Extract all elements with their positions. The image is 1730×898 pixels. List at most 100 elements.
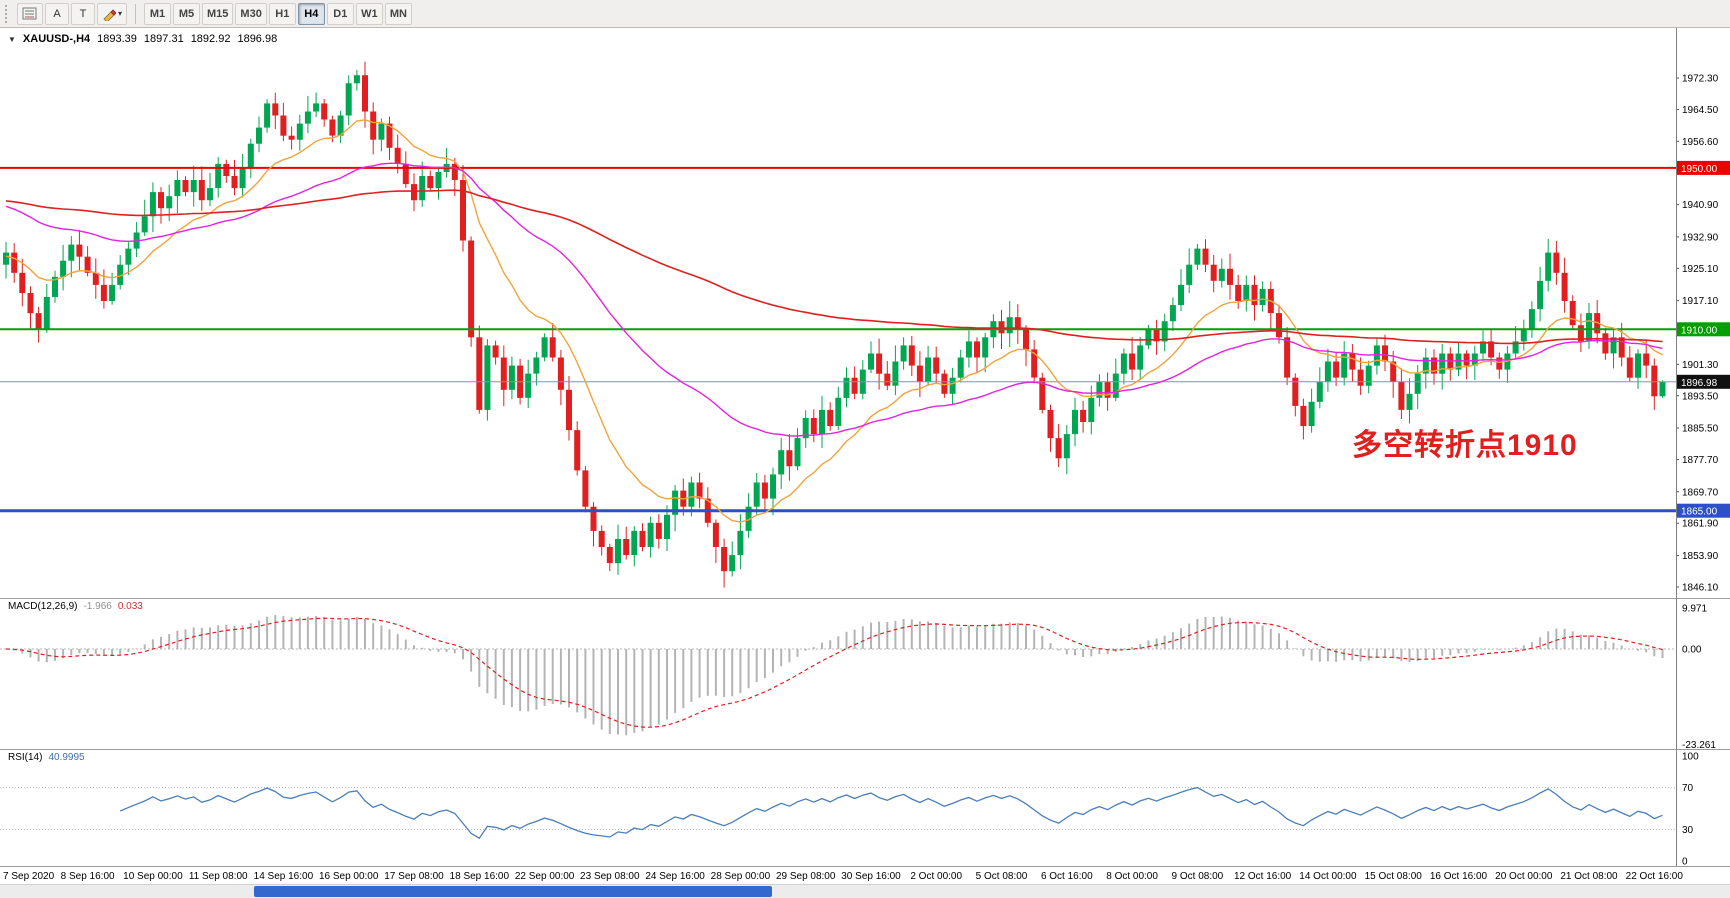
svg-text:9 Oct 08:00: 9 Oct 08:00 [1172,871,1224,882]
svg-text:1885.50: 1885.50 [1682,424,1719,435]
svg-text:8 Sep 16:00: 8 Sep 16:00 [61,871,115,882]
svg-text:30: 30 [1682,825,1694,836]
chart-header: ▼ XAUUSD-,H4 1893.39 1897.31 1892.92 189… [8,33,277,45]
svg-text:0: 0 [1682,857,1688,868]
toolbar-grip[interactable] [5,4,11,23]
svg-text:18 Sep 16:00: 18 Sep 16:00 [450,871,510,882]
svg-text:20 Oct 00:00: 20 Oct 00:00 [1495,871,1553,882]
svg-text:1901.30: 1901.30 [1682,360,1719,371]
toolbar-separator [135,3,137,24]
timeframe-toolbar: M1 M5 M15 M30 H1 H4 D1 W1 MN [144,2,412,25]
macd-signal-line [5,617,1663,728]
svg-text:15 Oct 08:00: 15 Oct 08:00 [1365,871,1423,882]
svg-text:16 Sep 00:00: 16 Sep 00:00 [319,871,379,882]
drawing-tool-button[interactable]: ▾ [97,2,128,25]
svg-text:70: 70 [1682,783,1694,794]
svg-text:5 Oct 08:00: 5 Oct 08:00 [976,871,1028,882]
main-toolbar: A T ▾ M1 M5 M15 M30 H1 H4 D1 W1 MN [0,0,1730,28]
label-tool-button[interactable]: T [71,2,95,25]
svg-text:30 Sep 16:00: 30 Sep 16:00 [841,871,901,882]
text-tool-button[interactable]: A [45,2,69,25]
svg-text:1861.90: 1861.90 [1682,519,1719,530]
candlestick-series [3,61,1666,588]
svg-text:1932.90: 1932.90 [1682,232,1719,243]
svg-text:24 Sep 16:00: 24 Sep 16:00 [645,871,705,882]
macd-panel: 9.971 0.00 -23.261 [0,604,1716,751]
ma-mid-line [5,162,1663,437]
price-tag-1896.98 [1677,374,1730,389]
collapse-triangle-icon[interactable]: ▼ [8,34,16,44]
charts-tool-button[interactable] [17,2,43,25]
svg-text:14 Sep 16:00: 14 Sep 16:00 [254,871,314,882]
pencil-icon [103,8,116,21]
moving-averages [5,119,1663,523]
svg-text:1877.70: 1877.70 [1682,455,1719,466]
ohlc-high: 1897.31 [143,33,184,45]
macd-main-value: -1.966 [83,601,112,612]
svg-text:1896.98: 1896.98 [1681,378,1718,389]
svg-text:22 Oct 16:00: 22 Oct 16:00 [1626,871,1684,882]
horizontal-scrollbar[interactable] [0,884,1730,898]
price-tag-1865.00 [1677,503,1730,518]
timeframe-button-W1[interactable]: W1 [355,2,383,25]
ohlc-close: 1896.98 [237,33,278,45]
timeframe-button-M5[interactable]: M5 [173,2,201,25]
timeframe-button-M30[interactable]: M30 [235,2,267,25]
price-axis[interactable]: 1972.30 1964.50 1956.60 1940.90 1932.90 1925.… [1676,74,1730,594]
ma-fast-line [5,119,1663,523]
rsi-value: 40.9995 [48,752,85,763]
macd-indicator-label: MACD(12,26,9) -1.966 0.033 [8,601,143,612]
timeframe-button-M1[interactable]: M1 [144,2,172,25]
ohlc-low: 1892.92 [190,33,231,45]
label-tool-label: T [79,7,87,20]
svg-text:29 Sep 08:00: 29 Sep 08:00 [776,871,836,882]
rsi-name: RSI(14) [8,752,43,763]
timeframe-button-D1[interactable]: D1 [326,2,354,25]
svg-text:23 Sep 08:00: 23 Sep 08:00 [580,871,640,882]
svg-text:1964.50: 1964.50 [1682,105,1719,116]
rsi-panel: 100 70 30 0 [0,752,1699,868]
price-tag-1910.00 [1677,322,1730,337]
svg-text:6 Oct 16:00: 6 Oct 16:00 [1041,871,1093,882]
svg-text:28 Sep 00:00: 28 Sep 00:00 [711,871,771,882]
svg-text:1940.90: 1940.90 [1682,200,1719,211]
timeframe-button-M15[interactable]: M15 [202,2,234,25]
svg-text:1925.10: 1925.10 [1682,264,1719,275]
macd-name: MACD(12,26,9) [8,601,78,612]
svg-text:1846.10: 1846.10 [1682,583,1719,594]
svg-text:22 Sep 00:00: 22 Sep 00:00 [515,871,575,882]
chevron-down-icon: ▾ [118,9,123,18]
svg-text:1853.90: 1853.90 [1682,551,1719,562]
svg-text:1893.50: 1893.50 [1682,391,1719,402]
svg-text:-23.261: -23.261 [1682,740,1716,751]
timeframe-button-MN[interactable]: MN [384,2,412,25]
chart-symbol-period: XAUUSD-,H4 [22,33,91,45]
price-tag-1950.00 [1677,160,1730,175]
ma-slow-line [5,189,1663,345]
price-level-lines[interactable] [0,166,1676,513]
time-axis[interactable]: 7 Sep 2020 8 Sep 16:00 10 Sep 00:00 11 Sep … [3,871,1683,882]
svg-text:100: 100 [1682,752,1699,763]
timeframe-button-H1[interactable]: H1 [268,2,296,25]
chart-lines-icon [22,7,37,19]
scrollbar-thumb[interactable] [254,886,772,897]
timeframe-button-H4[interactable]: H4 [297,2,325,25]
text-tool-label: A [53,7,61,20]
rsi-line [119,786,1663,840]
svg-text:1865.00: 1865.00 [1681,507,1718,518]
svg-text:1972.30: 1972.30 [1682,74,1719,85]
svg-text:10 Sep 00:00: 10 Sep 00:00 [123,871,183,882]
svg-text:21 Oct 08:00: 21 Oct 08:00 [1560,871,1618,882]
ohlc-open: 1893.39 [97,33,137,45]
macd-signal-value: 0.033 [117,601,143,612]
svg-text:12 Oct 16:00: 12 Oct 16:00 [1234,871,1292,882]
svg-text:8 Oct 00:00: 8 Oct 00:00 [1106,871,1158,882]
svg-text:11 Sep 08:00: 11 Sep 08:00 [189,871,248,882]
svg-text:17 Sep 08:00: 17 Sep 08:00 [384,871,444,882]
panel-separators [0,28,1730,867]
svg-text:1917.10: 1917.10 [1682,296,1719,307]
svg-text:1956.60: 1956.60 [1682,137,1719,148]
svg-text:7 Sep 2020: 7 Sep 2020 [3,871,55,882]
svg-text:1950.00: 1950.00 [1681,164,1718,175]
